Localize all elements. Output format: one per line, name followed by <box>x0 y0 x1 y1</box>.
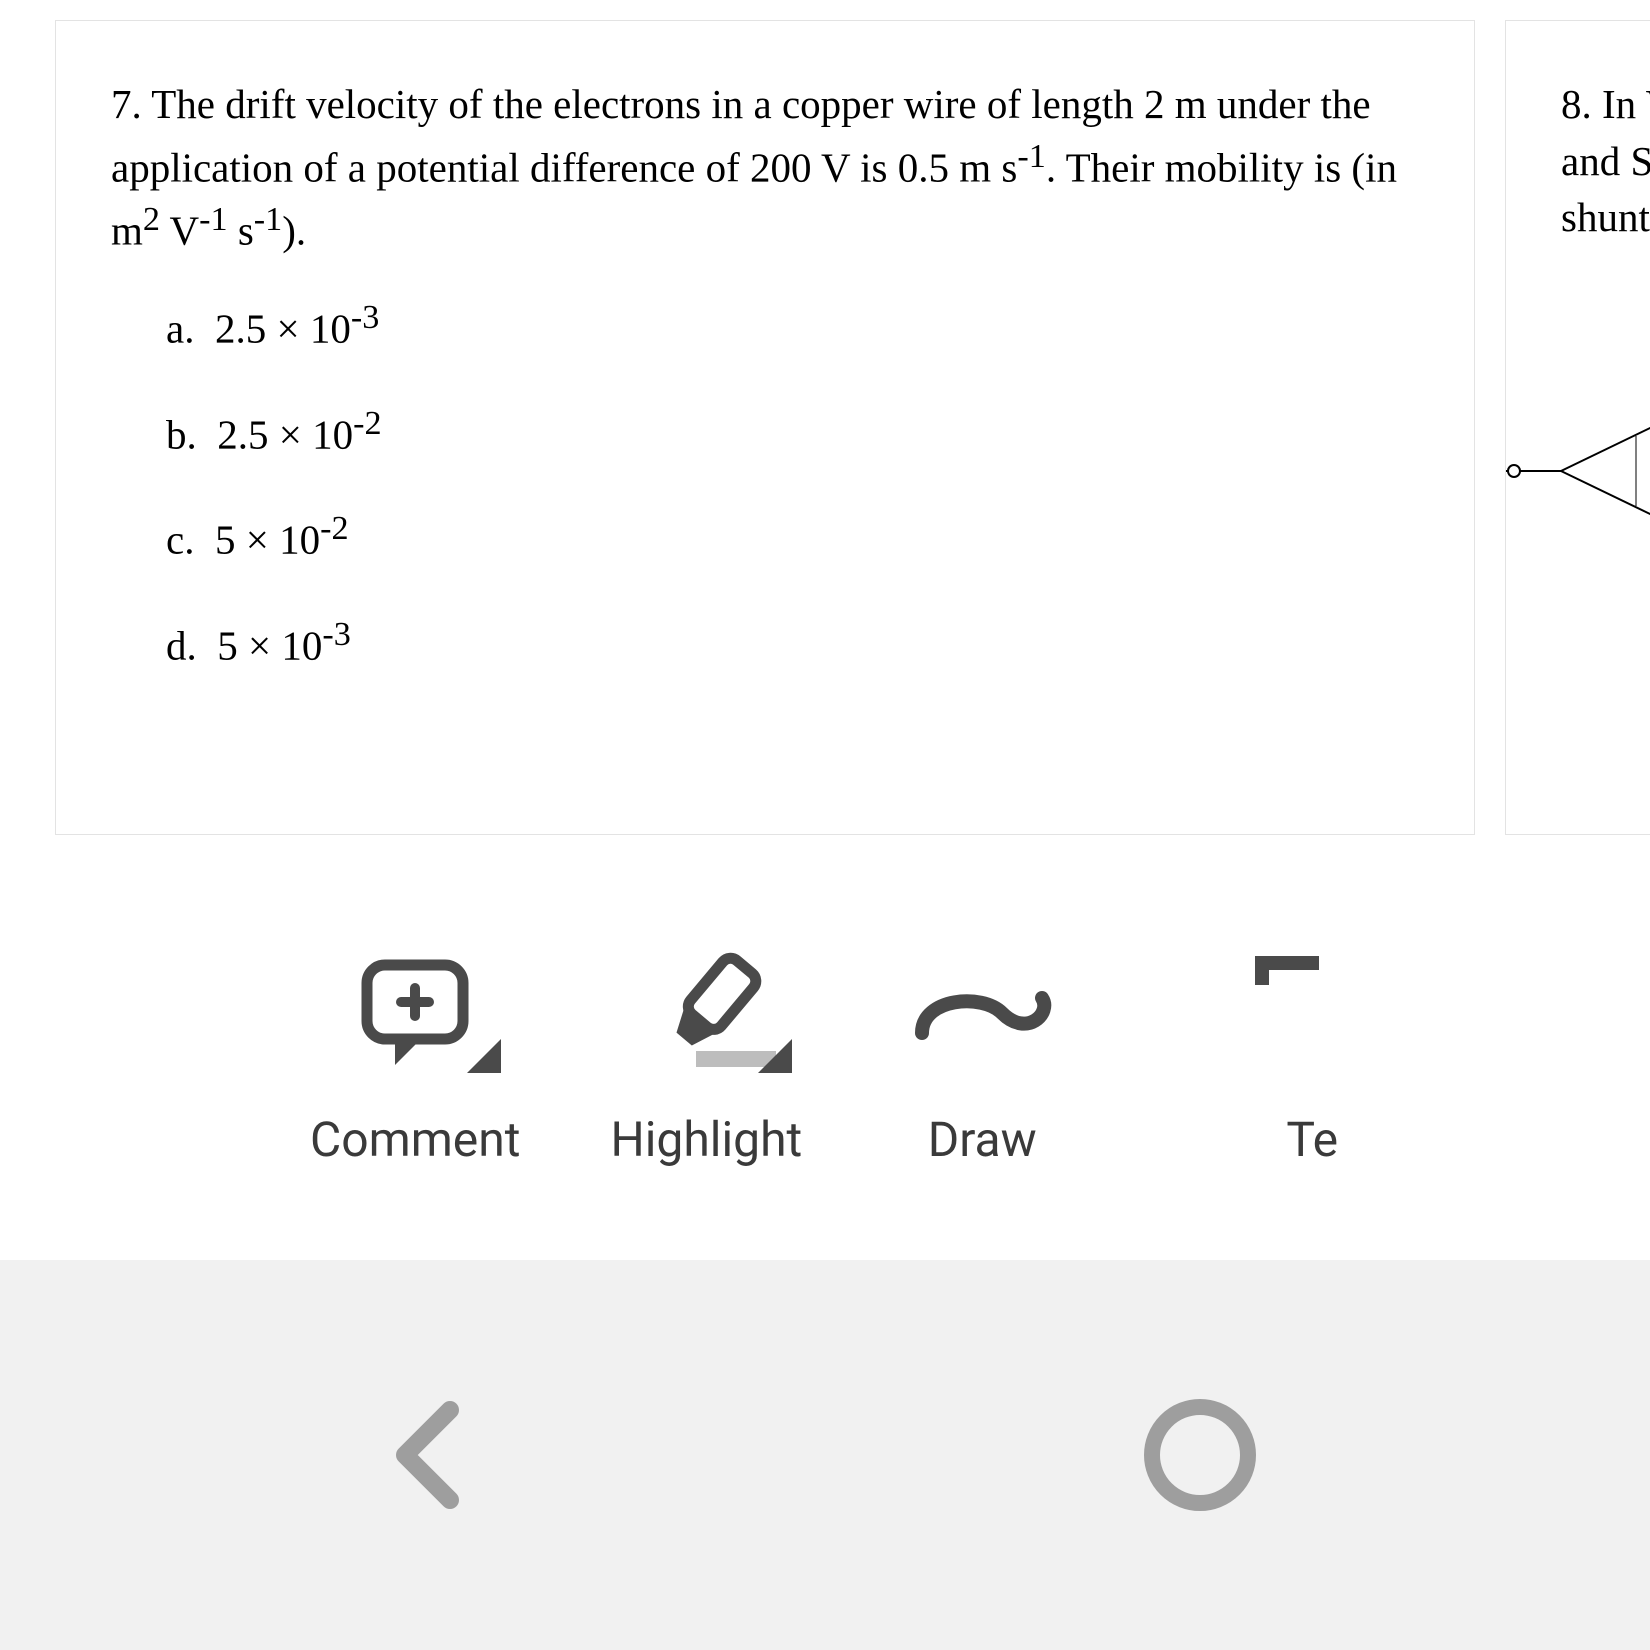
opt-c-letter: c. <box>166 517 194 563</box>
annotation-toolbar: Comment Highlight Draw <box>0 840 1650 1260</box>
option-b[interactable]: b. 2.5 × 10-2 <box>166 405 1419 459</box>
option-c[interactable]: c. 5 × 10-2 <box>166 510 1419 564</box>
opt-b-letter: b. <box>166 411 197 457</box>
opt-a-exp: -3 <box>351 299 379 336</box>
option-d[interactable]: d. 5 × 10-3 <box>166 616 1419 670</box>
q8-line3: shunt <box>1561 194 1650 240</box>
q7-text-mid3: s <box>228 207 254 253</box>
opt-c-coef: 5 × 10 <box>215 517 320 563</box>
q7-text-mid2: V <box>160 207 199 253</box>
opt-b-coef: 2.5 × 10 <box>217 411 353 457</box>
opt-d-letter: d. <box>166 623 197 669</box>
circle-outline-icon <box>1130 1385 1270 1525</box>
opt-a-coef: 2.5 × 10 <box>215 306 351 352</box>
question-card-7: 7. The drift velocity of the electrons i… <box>55 20 1475 835</box>
draw-icon <box>902 943 1062 1083</box>
dropdown-indicator-icon <box>758 1039 792 1073</box>
opt-b-exp: -2 <box>353 405 381 442</box>
q7-sup3: -1 <box>199 201 227 238</box>
q8-line1: 8. In V <box>1561 81 1650 127</box>
draw-tool[interactable]: Draw <box>892 933 1072 1168</box>
opt-d-exp: -3 <box>322 616 350 653</box>
dropdown-indicator-icon <box>467 1039 501 1073</box>
circuit-diagram-fragment <box>1506 371 1650 571</box>
opt-d-coef: 5 × 10 <box>217 623 322 669</box>
opt-a-letter: a. <box>166 306 194 352</box>
question-8-text: 8. In V and S shunt <box>1561 76 1650 246</box>
q7-sup1: -1 <box>1017 138 1045 175</box>
q8-line2: and S <box>1561 138 1650 184</box>
highlight-tool[interactable]: Highlight <box>610 933 802 1168</box>
question-7-text: 7. The drift velocity of the electrons i… <box>111 76 1419 259</box>
q7-sup2: 2 <box>143 201 160 238</box>
option-a[interactable]: a. 2.5 × 10-3 <box>166 299 1419 353</box>
document-viewport: 7. The drift velocity of the electrons i… <box>0 0 1650 840</box>
comment-label: Comment <box>310 1111 520 1168</box>
q7-sup4: -1 <box>254 201 282 238</box>
q7-text-end: ). <box>282 207 306 253</box>
opt-c-exp: -2 <box>320 510 348 547</box>
text-tool[interactable]: Te <box>1222 933 1402 1168</box>
nav-home-button[interactable] <box>1130 1385 1270 1525</box>
comment-tool[interactable]: Comment <box>310 933 520 1168</box>
chevron-left-icon <box>360 1385 500 1525</box>
system-nav-bar <box>0 1260 1650 1650</box>
comment-icon <box>345 943 485 1083</box>
question-7-options: a. 2.5 × 10-3 b. 2.5 × 10-2 c. 5 × 10-2 … <box>111 299 1419 670</box>
highlight-label: Highlight <box>610 1111 802 1168</box>
text-label: Te <box>1286 1111 1338 1168</box>
draw-label: Draw <box>928 1111 1037 1168</box>
nav-back-button[interactable] <box>360 1385 500 1525</box>
text-icon <box>1252 943 1372 1083</box>
question-card-8: 8. In V and S shunt <box>1505 20 1650 835</box>
